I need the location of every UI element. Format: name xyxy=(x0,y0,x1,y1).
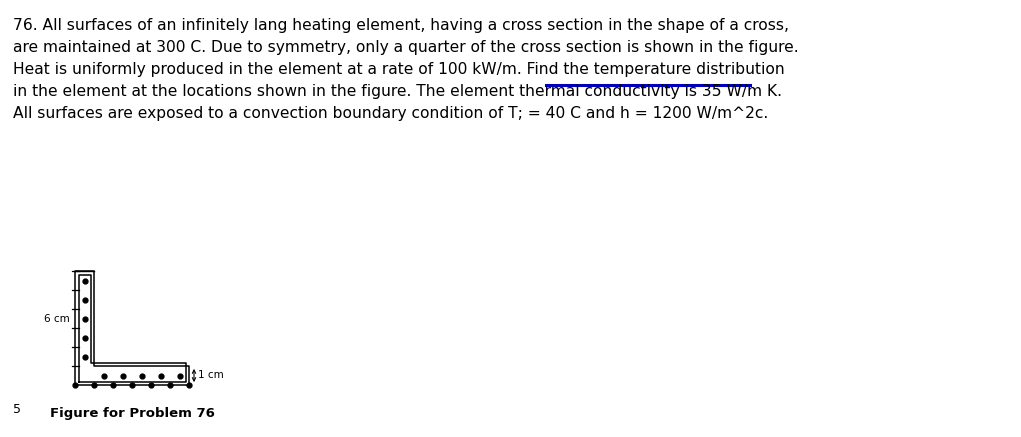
Text: Heat is uniformly produced in the element at a rate of 100 kW/m. Find the temper: Heat is uniformly produced in the elemen… xyxy=(13,62,785,77)
Text: are maintained at 300 C. Due to symmetry, only a quarter of the cross section is: are maintained at 300 C. Due to symmetry… xyxy=(13,40,798,55)
Text: 6 cm: 6 cm xyxy=(44,313,69,323)
Text: in the element at the locations shown in the figure. The element thermal conduct: in the element at the locations shown in… xyxy=(13,84,782,99)
Text: 1 cm: 1 cm xyxy=(198,371,224,381)
Text: 5: 5 xyxy=(13,403,21,416)
Text: All surfaces are exposed to a convection boundary condition of T; = 40 C and h =: All surfaces are exposed to a convection… xyxy=(13,106,768,121)
Text: 76. All surfaces of an infinitely lang heating element, having a cross section i: 76. All surfaces of an infinitely lang h… xyxy=(13,18,789,33)
Text: Figure for Problem 76: Figure for Problem 76 xyxy=(50,407,214,420)
